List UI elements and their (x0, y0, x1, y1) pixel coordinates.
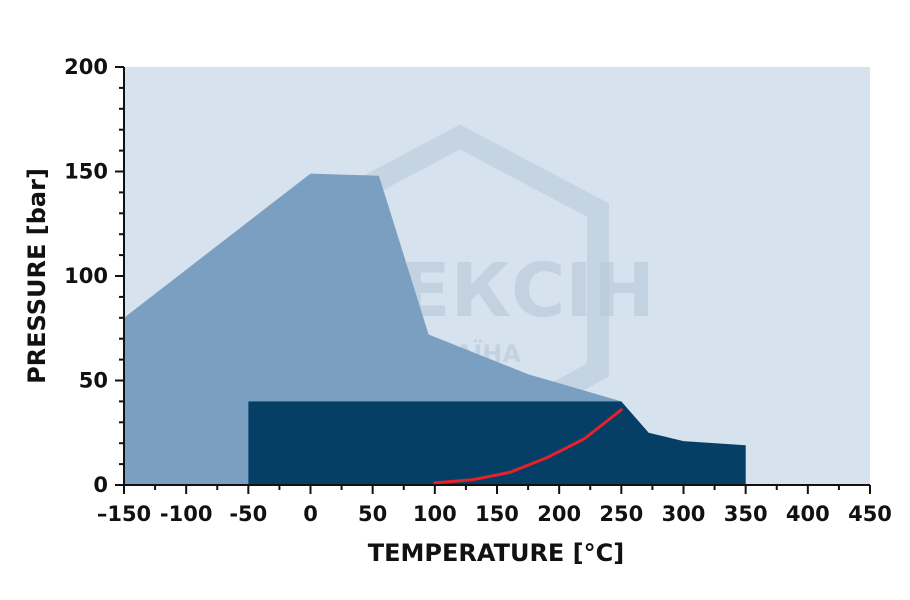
x-tick-label: 150 (475, 502, 519, 526)
x-tick-label: 200 (537, 502, 581, 526)
y-tick-label: 100 (64, 264, 108, 288)
x-tick-label: -50 (229, 502, 267, 526)
series-layer (124, 173, 746, 485)
x-tick-label: 100 (413, 502, 457, 526)
x-tick-label: -100 (160, 502, 213, 526)
axes: 0 50 100 150 200 –150 -100 -50 0 50 100 150 200 250 30… (64, 55, 892, 526)
x-tick-label: 0 (303, 502, 318, 526)
x-tick-label: 450 (848, 502, 892, 526)
series-area-2 (248, 401, 746, 485)
x-tick-label: 350 (724, 502, 768, 526)
y-axis-title: PRESSURE [bar] (23, 168, 51, 384)
series-area-1 (124, 173, 622, 485)
y-tick-label: 150 (64, 160, 108, 184)
x-axis-title: TEMPERATURE [°C] (368, 539, 624, 567)
x-tick-label: 50 (358, 502, 387, 526)
y-tick-label: 50 (79, 369, 108, 393)
series-line-3 (433, 408, 623, 485)
x-tick-label: 400 (786, 502, 830, 526)
x-tick-label: 250 (599, 502, 643, 526)
x-tick-label: –150 (97, 502, 151, 526)
y-tick-label: 0 (93, 473, 108, 497)
x-tick-label: 300 (662, 502, 706, 526)
y-tick-label: 200 (64, 55, 108, 79)
